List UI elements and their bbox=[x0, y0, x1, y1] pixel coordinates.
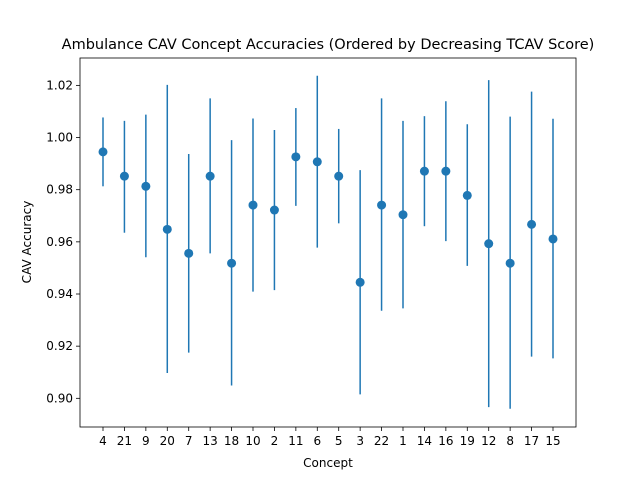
x-tick-label: 6 bbox=[313, 434, 321, 448]
x-tick-label: 8 bbox=[506, 434, 514, 448]
data-point bbox=[527, 219, 537, 229]
data-point bbox=[119, 171, 129, 181]
chart-title: Ambulance CAV Concept Accuracies (Ordere… bbox=[62, 37, 595, 53]
x-tick-label: 9 bbox=[142, 434, 150, 448]
x-tick-label: 17 bbox=[524, 434, 539, 448]
data-point bbox=[312, 157, 322, 167]
x-tick-label: 1 bbox=[399, 434, 407, 448]
data-point bbox=[162, 224, 172, 234]
x-tick-label: 18 bbox=[224, 434, 239, 448]
data-point bbox=[419, 166, 429, 176]
data-point bbox=[548, 234, 558, 244]
plot-frame bbox=[79, 57, 577, 428]
x-axis-label: Concept bbox=[303, 456, 353, 470]
x-tick-label: 14 bbox=[417, 434, 432, 448]
x-tick-label: 22 bbox=[374, 434, 389, 448]
x-axis: 4 21 9 20 7 13 18 10 2 11 6 5 3 22 1 14 16 19 12 8 17 15 bbox=[99, 427, 561, 448]
data-point bbox=[227, 258, 237, 268]
y-tick-label: 0.96 bbox=[46, 235, 73, 249]
x-tick-label: 3 bbox=[356, 434, 364, 448]
data-point bbox=[141, 181, 151, 191]
x-tick-label: 16 bbox=[438, 434, 453, 448]
data-point bbox=[269, 205, 279, 215]
data-point bbox=[505, 258, 515, 268]
data-point bbox=[355, 277, 365, 287]
data-point bbox=[484, 239, 494, 249]
y-tick-label: 1.02 bbox=[46, 78, 73, 92]
data-point bbox=[98, 147, 108, 157]
x-tick-label: 20 bbox=[160, 434, 175, 448]
data-point bbox=[398, 210, 408, 220]
y-tick-label: 0.94 bbox=[46, 287, 73, 301]
data-point bbox=[291, 152, 301, 162]
y-tick-label: 0.98 bbox=[46, 183, 73, 197]
x-tick-label: 2 bbox=[271, 434, 279, 448]
x-tick-label: 5 bbox=[335, 434, 343, 448]
data-point bbox=[248, 200, 258, 210]
x-tick-label: 11 bbox=[288, 434, 303, 448]
data-point bbox=[462, 190, 472, 200]
x-tick-label: 15 bbox=[545, 434, 560, 448]
x-tick-label: 7 bbox=[185, 434, 193, 448]
x-tick-label: 12 bbox=[481, 434, 496, 448]
data-point bbox=[184, 248, 194, 258]
y-tick-label: 1.00 bbox=[46, 131, 73, 145]
x-tick-label: 10 bbox=[245, 434, 260, 448]
x-tick-label: 21 bbox=[117, 434, 132, 448]
x-tick-label: 4 bbox=[99, 434, 107, 448]
y-tick-label: 0.92 bbox=[46, 339, 73, 353]
data-point bbox=[334, 171, 344, 181]
x-tick-label: 13 bbox=[203, 434, 218, 448]
y-axis-label: CAV Accuracy bbox=[20, 201, 34, 284]
y-tick-label: 0.90 bbox=[46, 391, 73, 405]
data-point bbox=[377, 200, 387, 210]
x-tick-label: 19 bbox=[460, 434, 475, 448]
data-point bbox=[205, 171, 215, 181]
data-point bbox=[441, 166, 451, 176]
data-points bbox=[98, 147, 558, 287]
y-axis: 0.90 0.92 0.94 0.96 0.98 1.00 1.02 bbox=[46, 78, 80, 405]
